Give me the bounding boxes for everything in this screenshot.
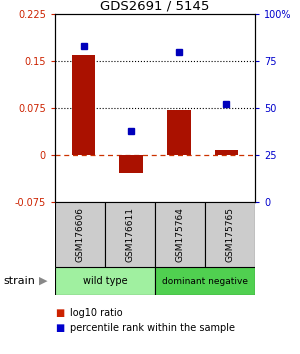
- Title: GDS2691 / 5145: GDS2691 / 5145: [100, 0, 210, 13]
- Bar: [205, 202, 255, 267]
- Text: GSM175765: GSM175765: [226, 207, 235, 262]
- Text: dominant negative: dominant negative: [162, 276, 248, 285]
- Bar: [155, 267, 255, 295]
- Text: ■: ■: [55, 323, 64, 333]
- Text: GSM176606: GSM176606: [76, 207, 85, 262]
- Bar: [55, 267, 155, 295]
- Text: log10 ratio: log10 ratio: [70, 308, 123, 318]
- Text: percentile rank within the sample: percentile rank within the sample: [70, 323, 235, 333]
- Text: strain: strain: [3, 276, 35, 286]
- Bar: [55, 202, 105, 267]
- Bar: [214, 150, 238, 155]
- Text: ▶: ▶: [39, 276, 47, 286]
- Bar: [167, 110, 191, 155]
- Bar: [119, 155, 143, 172]
- Text: GSM175764: GSM175764: [176, 207, 184, 262]
- Bar: [155, 202, 205, 267]
- Bar: [105, 202, 155, 267]
- Text: GSM176611: GSM176611: [125, 207, 134, 262]
- Text: wild type: wild type: [83, 276, 127, 286]
- Text: ■: ■: [55, 308, 64, 318]
- Bar: [72, 55, 95, 155]
